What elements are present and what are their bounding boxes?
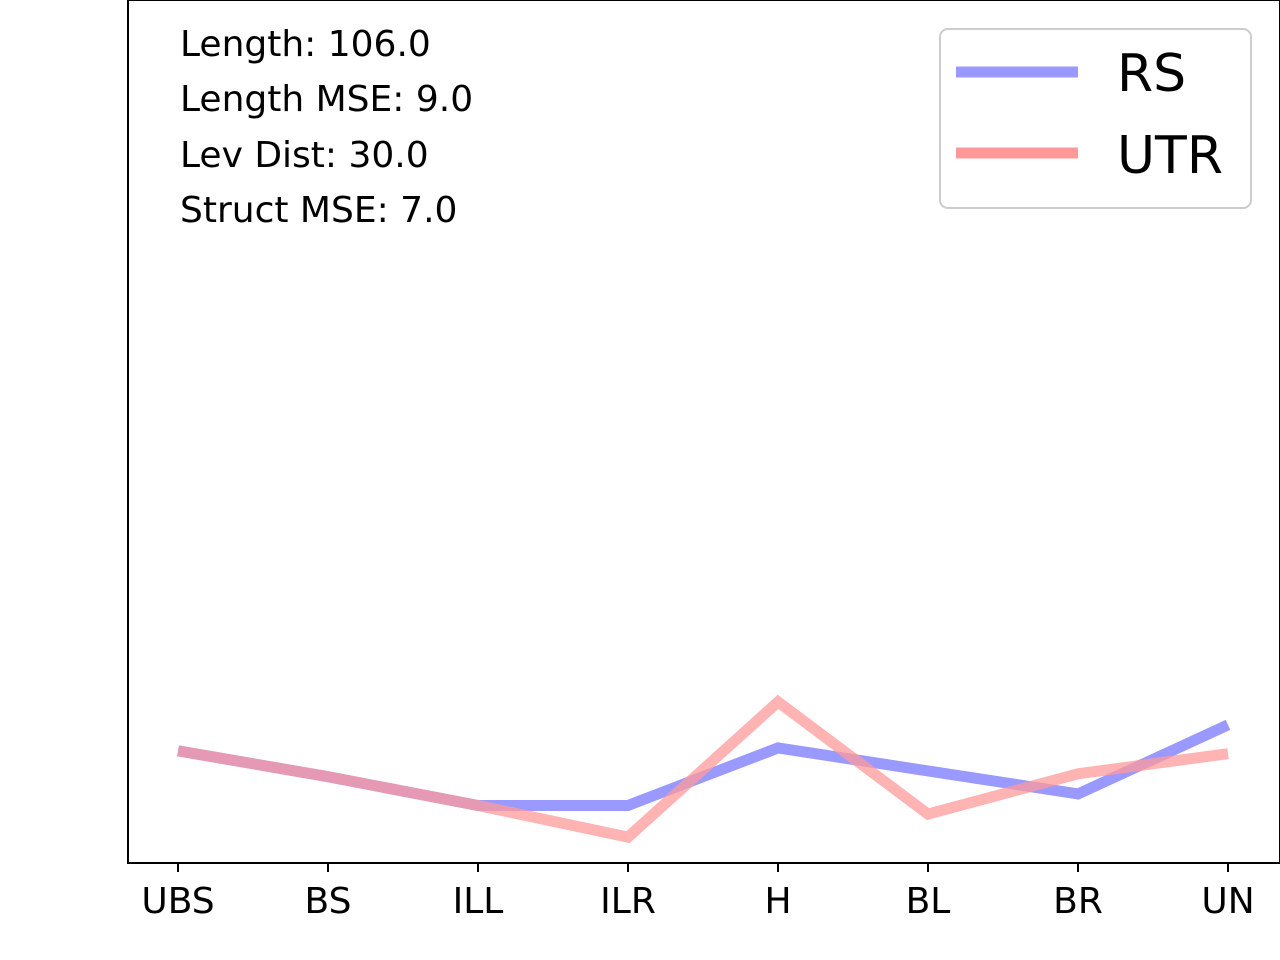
x-tick-label: ILL	[453, 881, 504, 922]
x-tick-label: UN	[1201, 881, 1254, 922]
x-axis: UBS BS ILL ILR H BL BR UN	[141, 863, 1255, 922]
x-tick-label: BS	[305, 881, 352, 922]
legend-label-utr: UTR	[1117, 126, 1223, 186]
annotation-1: Length MSE: 9.0	[180, 79, 473, 120]
x-tick-label: BR	[1053, 881, 1103, 922]
annotations: Length: 106.0 Length MSE: 9.0 Lev Dist: …	[180, 24, 473, 231]
x-tick-label: ILR	[600, 881, 656, 922]
annotation-3: Struct MSE: 7.0	[180, 190, 457, 231]
x-tick-label: UBS	[141, 881, 214, 922]
x-tick-label: BL	[906, 881, 951, 922]
annotation-0: Length: 106.0	[180, 24, 431, 65]
legend: RS UTR	[939, 28, 1252, 209]
series-lines	[177, 694, 1231, 844]
legend-label-rs: RS	[1117, 44, 1186, 104]
x-tick-label: H	[764, 881, 791, 922]
series-line-utr	[177, 694, 1229, 844]
annotation-2: Lev Dist: 30.0	[180, 135, 429, 176]
